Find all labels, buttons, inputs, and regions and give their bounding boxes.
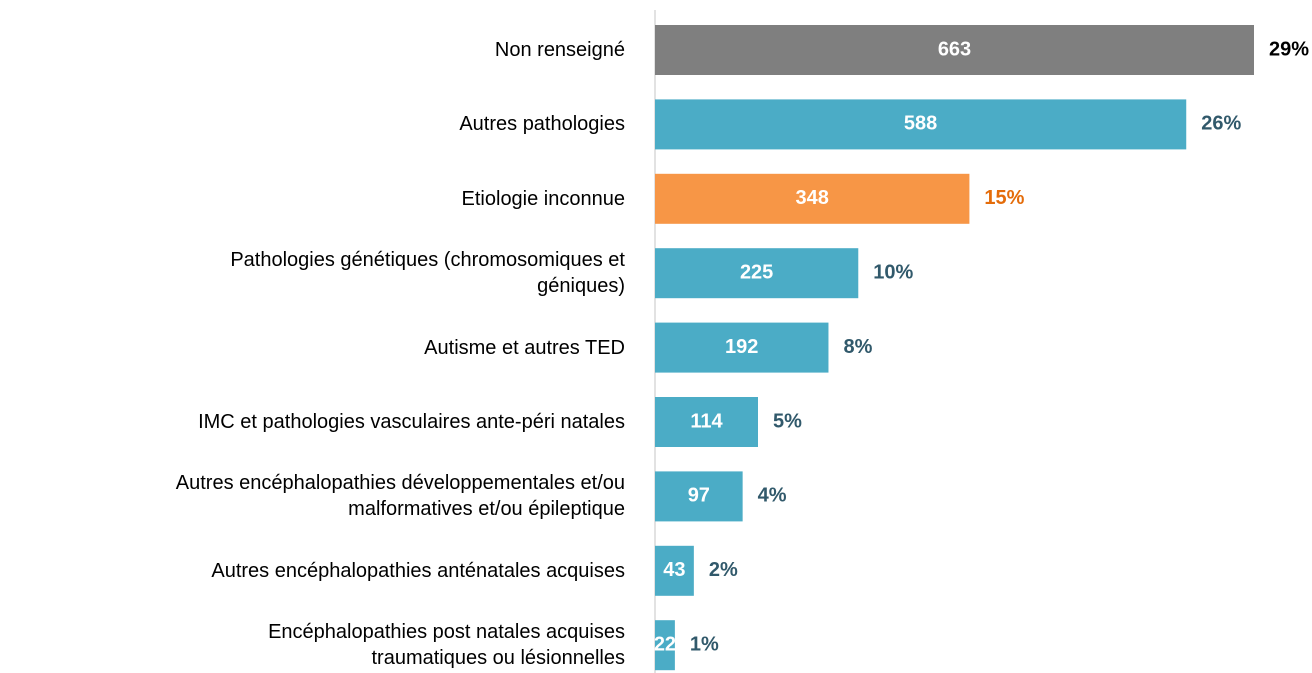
bar	[655, 620, 675, 671]
category-label: Etiologie inconnue	[461, 187, 625, 210]
category-label: Encéphalopathies post natales acquises t…	[268, 621, 625, 670]
category-label: Autisme et autres TED	[424, 336, 625, 359]
category-label: Autres encéphalopathies anténatales acqu…	[211, 559, 625, 582]
bar	[655, 173, 970, 224]
value-label: 348	[796, 187, 829, 209]
share-label: 2%	[709, 559, 738, 581]
value-label: 588	[904, 113, 937, 135]
category-label: Autres pathologies	[459, 113, 625, 136]
value-label: 43	[663, 559, 685, 581]
category-label: IMC et pathologies vasculaires ante-péri…	[198, 411, 625, 433]
value-label: 114	[690, 410, 723, 432]
bar	[655, 322, 829, 373]
share-label: 1%	[690, 633, 719, 655]
value-label: 663	[938, 38, 971, 60]
category-label: Pathologies génétiques (chromosomiques e…	[230, 249, 625, 298]
bar	[655, 397, 758, 447]
share-label: 29%	[1269, 38, 1309, 60]
share-label: 10%	[873, 261, 913, 283]
bar	[655, 25, 1254, 75]
share-label: 26%	[1201, 113, 1241, 135]
value-label: 192	[725, 336, 758, 358]
category-label: Autres encéphalopathies développementale…	[175, 472, 625, 521]
bar	[655, 99, 1187, 150]
share-label: 5%	[773, 410, 802, 432]
share-label: 15%	[984, 187, 1024, 209]
value-label: 22	[654, 633, 676, 655]
share-label: 8%	[843, 336, 872, 358]
bar	[655, 471, 743, 522]
value-label: 97	[688, 485, 710, 507]
bar	[655, 248, 859, 299]
value-label: 225	[740, 261, 773, 283]
category-label: Non renseigné	[494, 39, 625, 61]
bar	[655, 545, 694, 596]
share-label: 4%	[758, 485, 787, 507]
